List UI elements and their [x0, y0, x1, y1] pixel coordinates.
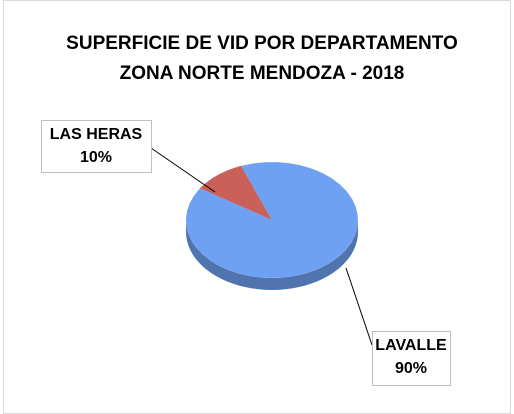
leader-line	[150, 147, 216, 193]
category-label: LAVALLE	[375, 337, 447, 354]
label-box	[41, 120, 152, 173]
slice	[186, 162, 358, 278]
chart-title: SUPERFICIE DE VID POR DEPARTAMENTO	[66, 33, 458, 54]
slice	[199, 165, 272, 220]
value-label: 90%	[395, 360, 427, 377]
label-box	[372, 331, 451, 386]
leader-line	[345, 267, 373, 346]
value-label: 10%	[80, 149, 112, 166]
slice-side	[186, 220, 358, 290]
chart-subtitle: ZONA NORTE MENDOZA - 2018	[120, 63, 405, 84]
category-label: LAS HERAS	[50, 126, 143, 143]
